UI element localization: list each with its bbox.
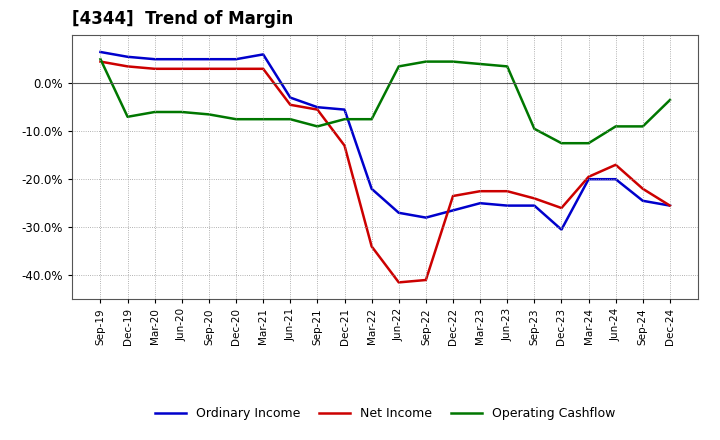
Legend: Ordinary Income, Net Income, Operating Cashflow: Ordinary Income, Net Income, Operating C… — [150, 402, 621, 425]
Operating Cashflow — [503, 64, 511, 69]
Line: Net Income: Net Income — [101, 62, 670, 282]
Net Income — [341, 143, 349, 148]
Operating Cashflow — [639, 124, 647, 129]
Net Income — [639, 186, 647, 191]
Operating Cashflow — [611, 124, 620, 129]
Net Income — [449, 193, 457, 198]
Net Income — [557, 205, 566, 211]
Ordinary Income — [611, 176, 620, 182]
Net Income — [367, 244, 376, 249]
Ordinary Income — [150, 57, 159, 62]
Ordinary Income — [530, 203, 539, 208]
Operating Cashflow — [449, 59, 457, 64]
Net Income — [232, 66, 240, 71]
Ordinary Income — [665, 203, 674, 208]
Operating Cashflow — [395, 64, 403, 69]
Operating Cashflow — [150, 110, 159, 115]
Operating Cashflow — [367, 117, 376, 122]
Net Income — [476, 189, 485, 194]
Line: Operating Cashflow: Operating Cashflow — [101, 59, 670, 143]
Operating Cashflow — [476, 61, 485, 66]
Ordinary Income — [96, 49, 105, 55]
Net Income — [123, 64, 132, 69]
Net Income — [503, 189, 511, 194]
Ordinary Income — [204, 57, 213, 62]
Operating Cashflow — [123, 114, 132, 119]
Ordinary Income — [286, 95, 294, 100]
Operating Cashflow — [259, 117, 268, 122]
Net Income — [204, 66, 213, 71]
Operating Cashflow — [530, 126, 539, 132]
Operating Cashflow — [232, 117, 240, 122]
Ordinary Income — [341, 107, 349, 112]
Ordinary Income — [395, 210, 403, 216]
Net Income — [150, 66, 159, 71]
Net Income — [286, 102, 294, 107]
Net Income — [259, 66, 268, 71]
Net Income — [530, 196, 539, 201]
Operating Cashflow — [665, 97, 674, 103]
Ordinary Income — [259, 52, 268, 57]
Net Income — [584, 174, 593, 180]
Operating Cashflow — [421, 59, 430, 64]
Net Income — [96, 59, 105, 64]
Ordinary Income — [557, 227, 566, 232]
Operating Cashflow — [341, 117, 349, 122]
Net Income — [421, 277, 430, 282]
Ordinary Income — [123, 54, 132, 59]
Ordinary Income — [421, 215, 430, 220]
Operating Cashflow — [584, 140, 593, 146]
Operating Cashflow — [557, 140, 566, 146]
Ordinary Income — [232, 57, 240, 62]
Line: Ordinary Income: Ordinary Income — [101, 52, 670, 230]
Net Income — [665, 203, 674, 208]
Net Income — [395, 280, 403, 285]
Operating Cashflow — [96, 57, 105, 62]
Net Income — [611, 162, 620, 168]
Ordinary Income — [313, 105, 322, 110]
Ordinary Income — [178, 57, 186, 62]
Net Income — [313, 107, 322, 112]
Operating Cashflow — [204, 112, 213, 117]
Ordinary Income — [639, 198, 647, 203]
Ordinary Income — [584, 176, 593, 182]
Ordinary Income — [449, 208, 457, 213]
Text: [4344]  Trend of Margin: [4344] Trend of Margin — [72, 10, 293, 28]
Ordinary Income — [476, 201, 485, 206]
Net Income — [178, 66, 186, 71]
Ordinary Income — [503, 203, 511, 208]
Operating Cashflow — [313, 124, 322, 129]
Operating Cashflow — [178, 110, 186, 115]
Ordinary Income — [367, 186, 376, 191]
Operating Cashflow — [286, 117, 294, 122]
